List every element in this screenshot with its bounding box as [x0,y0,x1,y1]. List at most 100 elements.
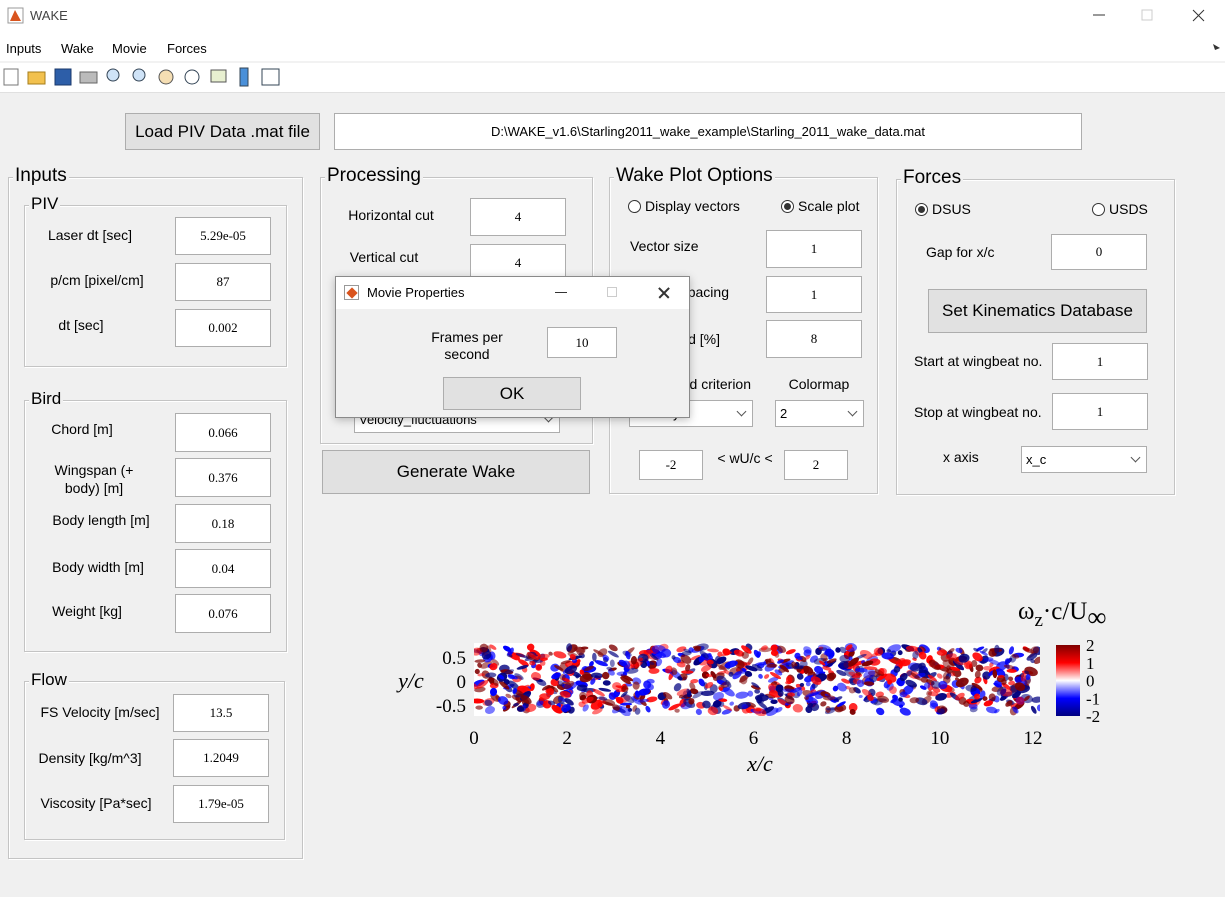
vortex-blob [561,674,570,683]
menu-item[interactable]: Wake [61,41,94,56]
vortex-blob [566,681,578,691]
vortex-blob [853,660,865,666]
radio-button[interactable] [1092,203,1105,216]
vortex-blob [899,707,911,716]
vortex-blob [818,646,824,650]
vortex-blob [621,685,629,693]
text-field[interactable]: 0.066 [175,413,271,452]
vortex-blob [870,698,877,704]
vortex-blob [853,687,861,694]
vortex-blob [919,646,926,652]
text-field[interactable]: 2 [784,450,848,480]
vortex-blob [914,672,926,679]
tool-rotate[interactable] [184,69,200,85]
close-button[interactable] [1192,9,1205,22]
vortex-blob [624,647,635,656]
vortex-blob [495,695,501,702]
vortex-blob [907,662,920,671]
vortex-blob [690,655,701,661]
tool-datacursor[interactable] [210,69,227,83]
vortex-blob [569,661,580,669]
vortex-blob [564,698,574,706]
tool-colorbar[interactable] [239,67,249,87]
button[interactable]: Load PIV Data .mat file [125,113,320,150]
text-field[interactable]: -2 [639,450,703,480]
text-field[interactable]: 1 [766,276,862,313]
minimize-button[interactable] [555,292,567,293]
text-field[interactable]: 1.2049 [173,739,269,777]
text-field[interactable]: 87 [175,263,271,301]
vortex-blob [705,673,713,678]
text-field[interactable]: 1 [766,230,862,268]
button[interactable]: Generate Wake [322,450,590,494]
menu-item[interactable]: Forces [167,41,207,56]
vortex-blob [899,659,911,667]
vortex-blob [787,692,796,697]
text-field[interactable]: 1.79e-05 [173,785,269,823]
vortex-blob [988,670,995,677]
vortex-blob [546,688,555,696]
tool-zoom-in[interactable] [106,68,120,82]
vortex-blob [536,653,550,660]
text-field[interactable]: 4 [470,198,566,236]
vortex-blob [683,698,696,708]
tool-save[interactable] [54,68,72,86]
vortex-blob [931,686,941,693]
text-field[interactable]: 0.076 [175,594,271,633]
vortex-blob [542,700,552,709]
vortex-blob [877,647,886,655]
text-field[interactable]: 0.18 [175,504,271,543]
vortex-blob [608,667,617,672]
text-field[interactable]: 4 [470,244,566,282]
vortex-blob [503,645,512,653]
tool-legend[interactable] [261,68,280,86]
vortex-blob [1008,646,1015,655]
vortex-blob [777,698,788,706]
vortex-blob [592,652,597,662]
vortex-blob [905,646,914,652]
tool-open[interactable] [27,71,46,85]
vortex-blob [861,674,874,685]
vortex-blob [514,673,524,680]
button[interactable]: OK [443,377,581,410]
text-field[interactable]: 0.04 [175,549,271,588]
label: < wU/c < [717,450,773,466]
tool-zoom-out[interactable] [132,68,146,82]
tool-new[interactable] [3,68,19,86]
vortex-blob [708,706,713,711]
button[interactable]: Set Kinematics Database [928,289,1147,333]
text-field[interactable]: 0.376 [175,458,271,497]
text-field[interactable]: 0.002 [175,309,271,347]
vortex-blob [526,643,535,651]
menu-item[interactable]: Inputs [6,41,42,56]
vortex-blob [849,678,858,686]
vortex-blob [905,645,920,652]
text-field[interactable]: 5.29e-05 [175,217,271,255]
tool-pan[interactable] [158,69,174,85]
vortex-blob [964,660,973,670]
vortex-blob [576,646,585,656]
vortex-blob [855,667,868,673]
radio-button[interactable] [628,200,641,213]
vortex-blob [837,662,852,671]
vortex-blob [696,701,706,709]
dropdown[interactable]: 2 [775,400,864,427]
text-field[interactable]: 8 [766,320,862,358]
vortex-blob [755,708,762,712]
menu-item[interactable]: Movie [112,41,147,56]
vortex-blob [616,671,628,676]
maximize-button[interactable] [607,287,617,297]
vortex-blob [583,688,596,693]
vortex-blob [909,697,920,704]
text-field[interactable]: 13.5 [173,694,269,732]
text-field[interactable]: 0 [1051,234,1147,270]
colorbar-label-part: ∞ [1087,602,1106,632]
vortex-blob [935,692,947,701]
text-field[interactable]: 1 [1052,343,1148,380]
text-field[interactable]: 10 [547,327,617,358]
vortex-blob [618,659,628,667]
dropdown[interactable]: x_c [1021,446,1147,473]
tool-print[interactable] [79,71,98,84]
text-field[interactable]: 1 [1052,393,1148,430]
maximize-button[interactable] [1141,9,1153,21]
